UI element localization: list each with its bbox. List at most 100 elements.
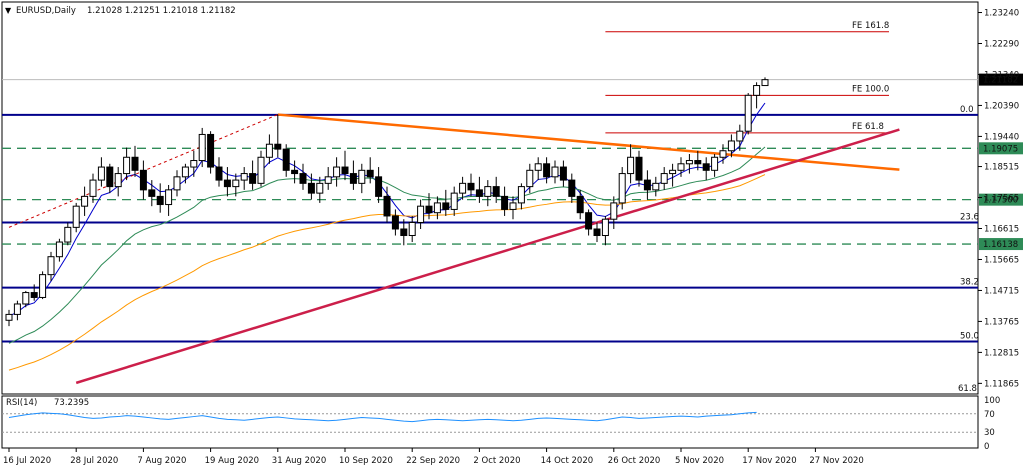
fib-level-label: 50.0 xyxy=(960,331,979,341)
price-pane xyxy=(1,1,979,395)
fib-level-label: 23.6 xyxy=(960,212,979,222)
rsi-pane xyxy=(1,395,979,449)
candle-bullish xyxy=(618,173,626,204)
candle-bullish xyxy=(677,163,685,171)
candle-bullish xyxy=(81,195,89,207)
date-tick-label: 27 Nov 2020 xyxy=(809,456,863,466)
candle-bullish xyxy=(55,241,63,258)
candle-bullish xyxy=(72,205,80,228)
candle-bearish xyxy=(400,228,408,237)
rsi-tick-label: 30 xyxy=(984,428,995,438)
fib-level-label: 61.8 xyxy=(958,384,977,394)
candle-bullish xyxy=(669,169,677,175)
candle-bearish xyxy=(576,195,584,214)
candle-bullish xyxy=(181,166,189,178)
candle-bearish xyxy=(593,228,601,237)
candle-bullish xyxy=(627,156,635,175)
candle-bullish xyxy=(316,182,324,194)
price-tick-label: 1.17565 xyxy=(984,194,1019,204)
candle-bullish xyxy=(5,313,13,321)
candle-bullish xyxy=(610,202,618,220)
level-price-box-label: 1.16138 xyxy=(983,240,1018,250)
candle-bearish xyxy=(156,195,164,206)
candle-bullish xyxy=(433,202,441,214)
candle-bullish xyxy=(652,182,660,191)
date-tick-label: 7 Aug 2020 xyxy=(137,456,186,466)
symbol-label: EURUSD,Daily xyxy=(16,6,76,16)
candle-bullish xyxy=(450,192,458,210)
candle-bearish xyxy=(349,173,357,184)
candle-bearish xyxy=(307,182,315,194)
date-tick-label: 10 Sep 2020 xyxy=(339,456,393,466)
price-tick-label: 1.22290 xyxy=(984,39,1019,49)
candle-bullish xyxy=(534,163,542,171)
candle-bullish xyxy=(114,173,122,188)
candle-bearish xyxy=(442,202,450,210)
level-price-box-label: 1.19075 xyxy=(983,144,1018,154)
rsi-line xyxy=(8,411,757,423)
candle-bearish xyxy=(274,143,282,150)
ohlc-label: 1.21028 1.21251 1.21018 1.21182 xyxy=(87,6,236,16)
ema-mid-line xyxy=(8,146,766,344)
candle-bearish xyxy=(383,195,391,217)
date-tick-label: 19 Aug 2020 xyxy=(205,456,259,466)
candle-bearish xyxy=(148,189,156,197)
candle-bullish xyxy=(265,143,273,158)
candle-bullish xyxy=(551,166,559,178)
symbol-menu-icon[interactable]: ▼ xyxy=(5,6,12,15)
candle-bearish xyxy=(299,173,307,184)
price-tick-label: 1.12815 xyxy=(984,348,1019,358)
candle-bullish xyxy=(22,292,30,305)
level-price-box xyxy=(979,238,1023,251)
price-tick-label: 1.23240 xyxy=(984,9,1019,19)
price-tick-label: 1.13765 xyxy=(984,317,1019,327)
candle-bearish xyxy=(223,179,231,188)
candle-bullish xyxy=(173,176,181,191)
trendline-support xyxy=(75,128,900,385)
candle-bearish xyxy=(467,182,475,191)
candle-bearish xyxy=(635,156,643,181)
candle-bearish xyxy=(106,166,114,188)
candle-bullish xyxy=(198,133,206,162)
price-tick-label: 1.21340 xyxy=(984,70,1019,80)
price-tick-label: 1.20390 xyxy=(984,101,1019,111)
level-price-box xyxy=(979,193,1023,206)
date-tick-label: 16 Jul 2020 xyxy=(3,456,51,466)
current-price-box xyxy=(979,73,1023,86)
fe-level-label: FE 61.8 xyxy=(852,122,884,132)
price-tick-label: 1.19440 xyxy=(984,132,1019,142)
fib-level-label: 38.2 xyxy=(960,278,979,288)
level-price-box xyxy=(979,142,1023,155)
candle-bullish xyxy=(165,189,173,206)
candle-bullish xyxy=(97,166,105,181)
candle-bullish xyxy=(761,79,769,87)
candle-bearish xyxy=(207,133,215,168)
date-tick-label: 17 Nov 2020 xyxy=(742,456,796,466)
date-tick-label: 26 Oct 2020 xyxy=(608,456,661,466)
candle-bearish xyxy=(249,173,257,184)
candle-bullish xyxy=(727,140,735,152)
candle-bearish xyxy=(492,186,500,197)
candle-bearish xyxy=(341,166,349,175)
rsi-name: RSI(14) xyxy=(6,398,37,408)
candle-bullish xyxy=(509,202,517,210)
candle-bullish xyxy=(484,186,492,197)
candle-bullish xyxy=(517,186,525,204)
candle-bullish xyxy=(13,303,21,315)
candle-bullish xyxy=(232,179,240,188)
candle-bullish xyxy=(459,182,467,194)
candle-bullish xyxy=(240,173,248,181)
date-tick-label: 5 Nov 2020 xyxy=(675,456,724,466)
rsi-tick-label: 0 xyxy=(984,442,989,452)
candle-bearish xyxy=(694,160,702,165)
date-axis: 16 Jul 2020 28 Jul 2020 7 Aug 2020 19 Aug 2… xyxy=(3,448,864,466)
candle-bullish xyxy=(64,226,72,243)
candle-bullish xyxy=(39,274,47,298)
candle-bullish xyxy=(753,85,761,96)
rsi-tick-label: 70 xyxy=(984,410,995,420)
candle-bearish xyxy=(543,163,551,178)
price-tick-label: 1.14715 xyxy=(984,286,1019,296)
candle-bearish xyxy=(375,176,383,197)
candle-bearish xyxy=(291,169,299,175)
